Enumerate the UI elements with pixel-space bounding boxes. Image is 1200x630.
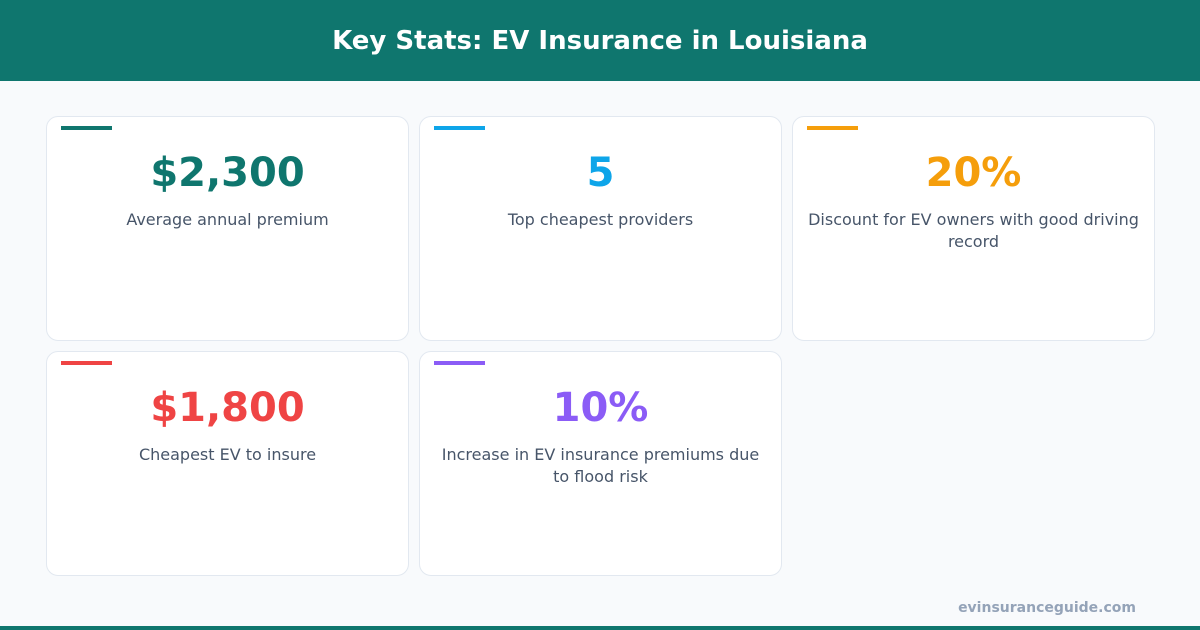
stat-value: 10%	[552, 385, 649, 431]
stat-label: Top cheapest providers	[507, 210, 694, 229]
stat-card: 10% Increase in EV insurance premiums due…	[419, 351, 782, 576]
page-title: Key Stats: EV Insurance in Louisiana	[0, 0, 1200, 81]
stat-card: $2,300 Average annual premium	[46, 116, 409, 341]
stat-value: $2,300	[150, 150, 305, 196]
stat-value: 5	[586, 150, 615, 196]
bottom-bar	[0, 626, 1200, 630]
stat-label: Cheapest EV to insure	[138, 445, 317, 464]
accent-bar	[61, 126, 112, 130]
stat-card: 5 Top cheapest providers	[419, 116, 782, 341]
stat-card: 20% Discount for EV owners with good driv…	[792, 116, 1155, 341]
stat-value: 20%	[925, 150, 1022, 196]
accent-bar	[61, 361, 112, 365]
accent-bar	[434, 361, 485, 365]
accent-bar	[807, 126, 858, 130]
stat-label: Increase in EV insurance premiums due to…	[441, 445, 760, 486]
accent-bar	[434, 126, 485, 130]
stat-value: $1,800	[150, 385, 305, 431]
stat-label: Discount for EV owners with good driving…	[808, 210, 1139, 251]
stat-card: $1,800 Cheapest EV to insure	[46, 351, 409, 576]
footer-site: evinsuranceguide.com	[958, 600, 1136, 616]
stat-label: Average annual premium	[126, 210, 329, 229]
